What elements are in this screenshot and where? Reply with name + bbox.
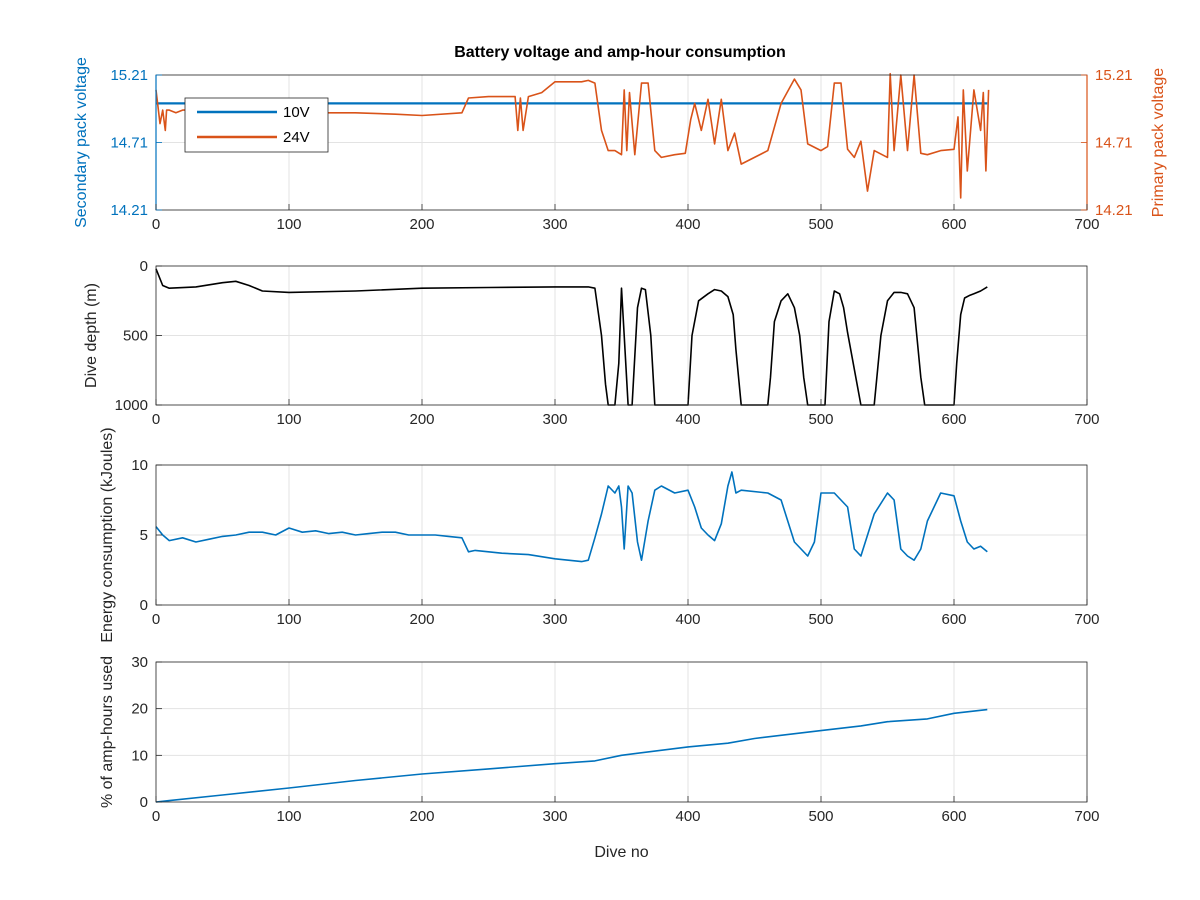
x-tick-label: 300 [542,216,567,233]
y-tick-label: 0 [140,794,148,811]
x-tick-label: 100 [276,808,301,825]
x-tick-label: 0 [152,611,160,628]
x-tick-label: 500 [808,411,833,428]
y-tick-label: 10 [131,457,148,474]
y-axis-label: Secondary pack voltage [73,57,90,228]
legend-label-10v: 10V [283,104,310,121]
subplot-3: 0 100 200 300 400 500 600 700 0 5 10 Energy consump… [99,427,1100,642]
x-tick-label: 300 [542,411,567,428]
legend-label-24v: 24V [283,129,310,146]
x-tick-label: 700 [1074,808,1099,825]
x-tick-label: 400 [675,216,700,233]
series-line-1 [155,471,988,563]
series-line-24v [155,72,990,199]
y-tick-label: 0 [140,597,148,614]
x-tick-label: 100 [276,216,301,233]
y-tick-label: 10 [131,747,148,764]
x-tick-label: 700 [1074,411,1099,428]
y-axis-label: Dive depth (m) [83,283,100,388]
x-tick-label: 200 [409,808,434,825]
subplots: 0 100 200 300 400 500 600 70014.2114.7115.2114.… [73,57,1167,861]
axes-box [155,661,1088,803]
x-tick-label: 700 [1074,611,1099,628]
x-tick-label: 0 [152,808,160,825]
x-tick-label: 100 [276,611,301,628]
subplot-2: 0 100 200 300 400 500 600 700 0 500 1000 Dive depth… [83,258,1100,428]
x-tick-label: 300 [542,808,567,825]
x-tick-label: 600 [941,216,966,233]
x-tick-label: 500 [808,216,833,233]
y-axis-label: Energy consumption (kJoules) [99,427,116,642]
x-axis-label: Dive no [594,844,648,861]
series-line-1 [155,268,988,406]
subplot-4: 0 100 200 300 400 500 600 700 0 10 20 30 % of amp-ho… [99,654,1100,861]
x-tick-label: 0 [152,216,160,233]
y-axis-label: % of amp-hours used [99,656,116,808]
x-tick-label: 600 [941,808,966,825]
y-right-tick-label: 14.21 [1095,202,1133,219]
y-tick-label: 500 [123,328,148,345]
x-tick-label: 200 [409,411,434,428]
x-tick-label: 700 [1074,216,1099,233]
y-right-axis-label: Primary pack voltage [1150,68,1167,217]
x-tick-label: 500 [808,611,833,628]
y-tick-label: 0 [140,258,148,275]
y-right-tick-label: 15.21 [1095,67,1133,84]
x-tick-label: 0 [152,411,160,428]
y-tick-label: 5 [140,527,148,544]
y-tick-label: 1000 [115,397,148,414]
y-tick-label: 14.71 [110,135,148,152]
x-tick-label: 200 [409,216,434,233]
x-tick-label: 500 [808,808,833,825]
series-line-1 [155,708,988,803]
x-tick-label: 400 [675,808,700,825]
x-tick-label: 400 [675,411,700,428]
plot-area [156,662,1087,802]
y-right-tick-label: 14.71 [1095,135,1133,152]
y-tick-label: 20 [131,701,148,718]
x-tick-label: 100 [276,411,301,428]
x-tick-label: 300 [542,611,567,628]
y-tick-label: 30 [131,654,148,671]
legend-box [184,97,329,153]
x-tick-label: 600 [941,611,966,628]
y-tick-label: 14.21 [110,202,148,219]
x-tick-label: 600 [941,411,966,428]
y-tick-label: 15.21 [110,67,148,84]
chart-title: Battery voltage and amp-hour consumption [454,44,786,61]
x-tick-label: 400 [675,611,700,628]
x-tick-label: 200 [409,611,434,628]
subplot-1: 0 100 200 300 400 500 600 70014.2114.7115.2114.… [73,57,1167,233]
